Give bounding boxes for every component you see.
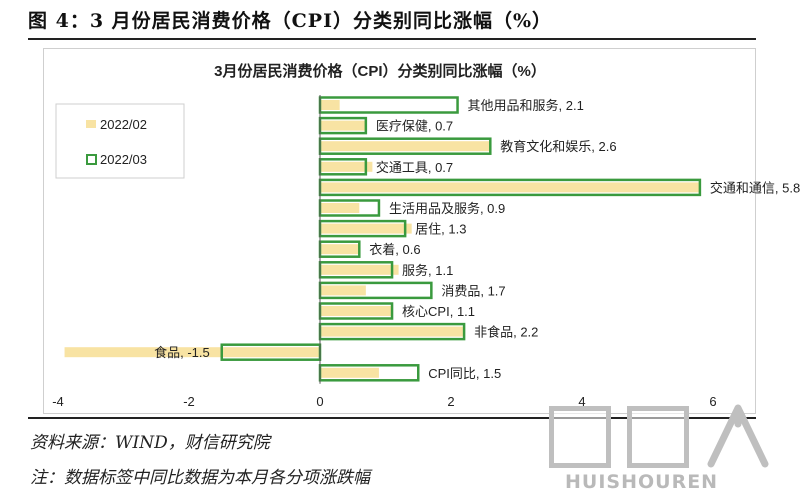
bar-2022-02 — [320, 285, 366, 296]
bar-2022-02 — [320, 367, 379, 378]
bar-2022-02 — [320, 161, 373, 172]
bar-2022-03 — [318, 96, 459, 114]
bar-2022-02 — [64, 347, 320, 358]
bar-2022-02 — [320, 182, 700, 193]
data-label: 服务, 1.1 — [402, 263, 453, 278]
bar-2022-02 — [320, 223, 412, 234]
data-label: 消费品, 1.7 — [441, 283, 505, 298]
legend-swatch-2022-02 — [86, 120, 96, 128]
x-tick-label: 6 — [709, 394, 716, 409]
data-label: 教育文化和娱乐, 2.6 — [500, 139, 616, 154]
data-label: 居住, 1.3 — [415, 222, 466, 237]
data-label: 衣着, 0.6 — [369, 242, 420, 257]
legend-frame — [55, 103, 185, 179]
watermark-glyph-3 — [707, 404, 769, 468]
bar-2022-02 — [320, 100, 340, 110]
source-note: 资料来源：WIND，财信研究院 — [30, 433, 270, 453]
footnote: 注：数据标签中同比数据为本月各分项涨跌幅 — [30, 468, 370, 488]
watermark-glyph-1 — [549, 406, 611, 468]
data-label: 交通和通信, 5.8 — [710, 180, 800, 195]
bar-2022-02 — [320, 306, 393, 316]
legend: 2022/02 2022/03 — [55, 103, 185, 179]
bar-2022-02 — [320, 264, 399, 275]
figure-title: 图 4：3 月份居民消费价格（CPI）分类别同比涨幅（%） — [28, 10, 553, 32]
x-tick-label: 0 — [316, 394, 323, 409]
watermark-glyph-2 — [627, 406, 689, 468]
watermark-logo: HUISHOUREN — [545, 400, 785, 495]
chart-frame — [43, 48, 756, 414]
data-label: 食品, -1.5 — [154, 345, 210, 360]
data-label: 生活用品及服务, 0.9 — [389, 201, 505, 216]
bar-2022-02 — [320, 141, 491, 152]
x-tick-label: -2 — [183, 394, 195, 409]
bar-2022-02 — [320, 244, 360, 255]
bar-2022-02 — [320, 203, 360, 213]
data-label: 交通工具, 0.7 — [376, 160, 453, 175]
data-label: 医疗保健, 0.7 — [376, 119, 453, 134]
bottom-rule — [28, 417, 756, 419]
legend-label-2022-02: 2022/02 — [100, 117, 147, 132]
x-tick-label: 4 — [578, 394, 585, 409]
chart-title: 3月份居民消费价格（CPI）分类别同比涨幅（%） — [214, 62, 546, 80]
data-label: 非食品, 2.2 — [474, 325, 538, 340]
x-tick-label: 2 — [447, 394, 454, 409]
data-label: CPI同比, 1.5 — [428, 366, 501, 381]
watermark-text: HUISHOUREN — [565, 471, 719, 493]
top-rule — [28, 38, 756, 40]
legend-label-2022-03: 2022/03 — [100, 152, 147, 167]
legend-swatch-2022-03 — [86, 154, 97, 165]
bar-2022-02 — [320, 120, 366, 131]
data-label: 核心CPI, 1.1 — [402, 304, 475, 319]
x-tick-label: -4 — [52, 394, 64, 409]
bar-2022-02 — [320, 326, 465, 337]
data-label: 其他用品和服务, 2.1 — [468, 98, 584, 113]
